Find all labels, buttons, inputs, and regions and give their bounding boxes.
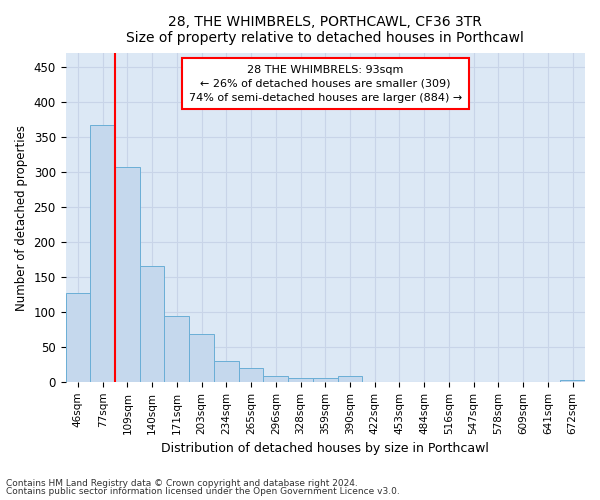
Bar bbox=[65, 293, 90, 382]
Y-axis label: Number of detached properties: Number of detached properties bbox=[15, 124, 28, 310]
Bar bbox=[288, 378, 313, 382]
Bar bbox=[313, 378, 338, 382]
Title: 28, THE WHIMBRELS, PORTHCAWL, CF36 3TR
Size of property relative to detached hou: 28, THE WHIMBRELS, PORTHCAWL, CF36 3TR S… bbox=[127, 15, 524, 45]
Bar bbox=[214, 361, 239, 382]
Text: 28 THE WHIMBRELS: 93sqm
← 26% of detached houses are smaller (309)
74% of semi-d: 28 THE WHIMBRELS: 93sqm ← 26% of detache… bbox=[188, 65, 462, 103]
Bar bbox=[263, 376, 288, 382]
Bar bbox=[164, 316, 189, 382]
X-axis label: Distribution of detached houses by size in Porthcawl: Distribution of detached houses by size … bbox=[161, 442, 489, 455]
Bar bbox=[115, 167, 140, 382]
Bar bbox=[140, 266, 164, 382]
Bar bbox=[189, 334, 214, 382]
Bar bbox=[90, 124, 115, 382]
Bar bbox=[560, 380, 585, 382]
Text: Contains public sector information licensed under the Open Government Licence v3: Contains public sector information licen… bbox=[6, 487, 400, 496]
Bar bbox=[239, 368, 263, 382]
Bar bbox=[338, 376, 362, 382]
Text: Contains HM Land Registry data © Crown copyright and database right 2024.: Contains HM Land Registry data © Crown c… bbox=[6, 478, 358, 488]
